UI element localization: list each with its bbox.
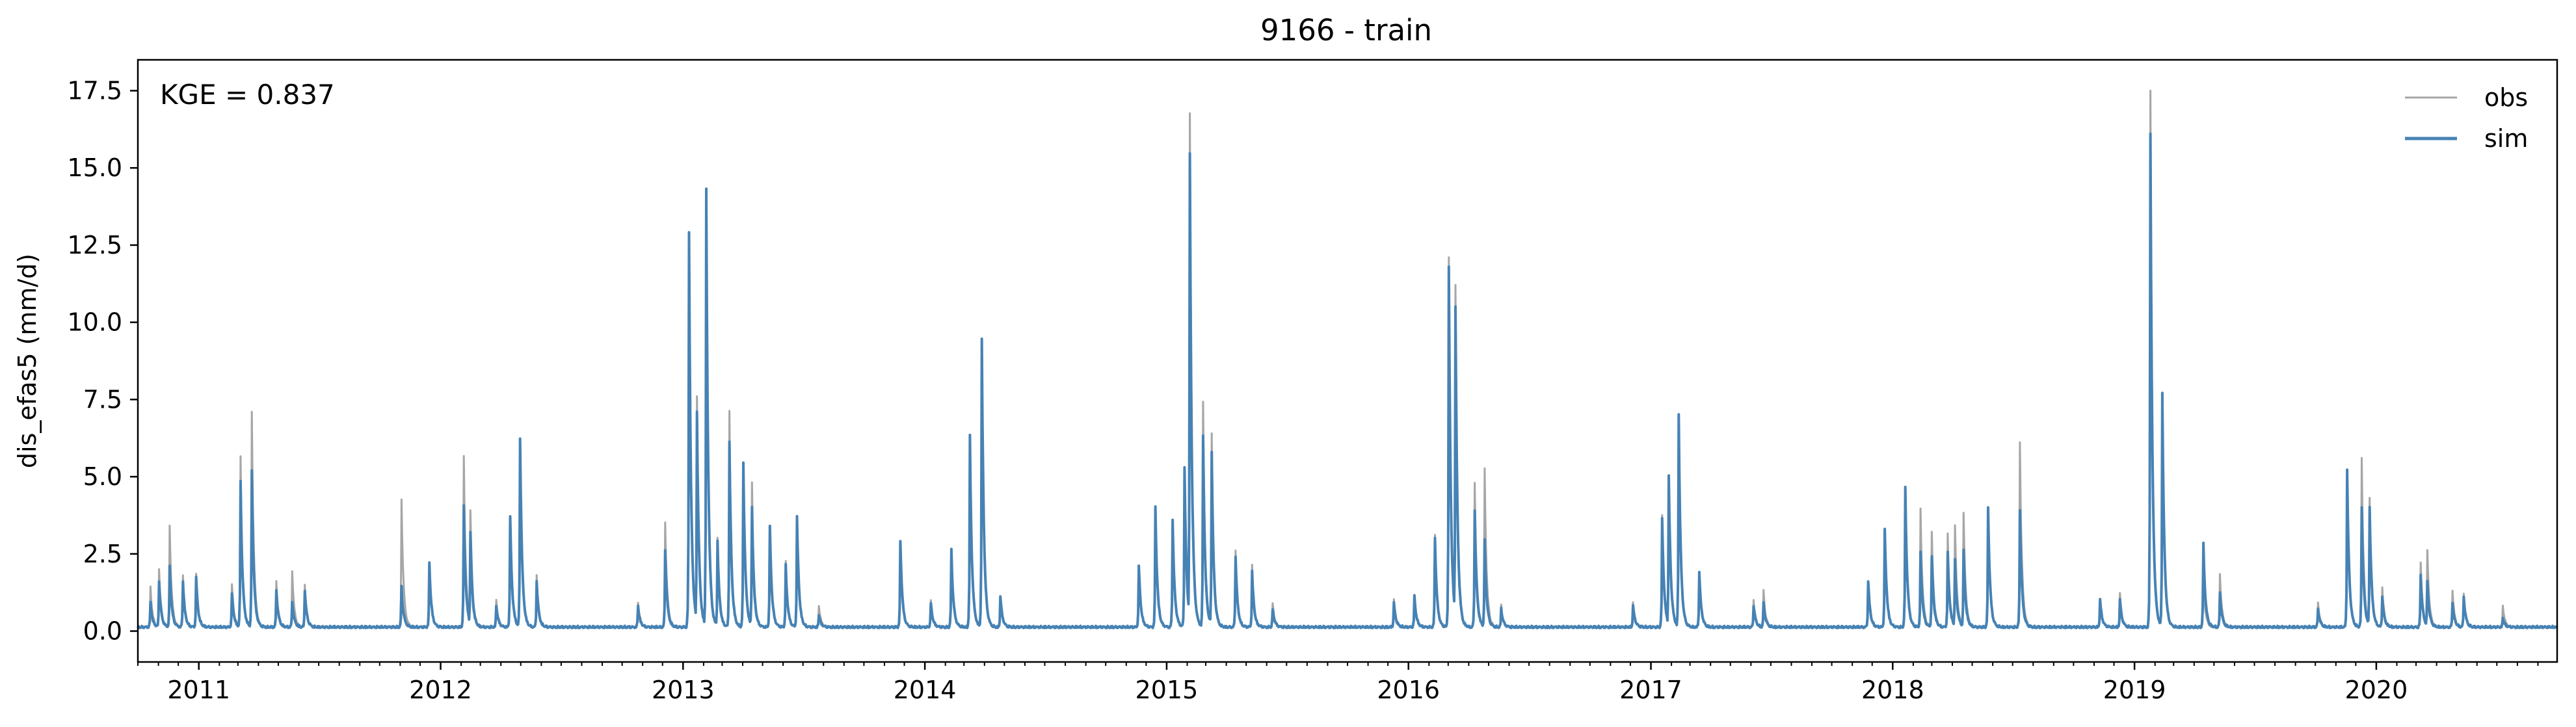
- y-tick-label: 5.0: [83, 462, 122, 491]
- x-tick-label: 2017: [1619, 676, 1682, 704]
- y-tick-label: 0.0: [83, 617, 122, 646]
- y-tick-label: 10.0: [67, 308, 122, 337]
- x-tick-label: 2016: [1377, 676, 1440, 704]
- legend: obs sim: [2405, 83, 2528, 153]
- y-tick-label: 17.5: [67, 76, 122, 105]
- y-tick-label: 15.0: [67, 153, 122, 182]
- x-tick-label: 2011: [167, 676, 230, 704]
- x-tick-label: 2019: [2103, 676, 2166, 704]
- x-tick-label: 2012: [409, 676, 472, 704]
- series-layer: [137, 89, 2558, 629]
- x-tick-label: 2015: [1135, 676, 1199, 704]
- axes-layer: 0.0 2.5 5.0 7.5 10.0 12.5 15.0 17.5 2011 2012 2013…: [67, 59, 2558, 704]
- series-line-sim: [137, 132, 2558, 629]
- kge-annotation: KGE = 0.837: [160, 79, 335, 111]
- y-tick-label: 12.5: [67, 231, 122, 259]
- y-axis-label: dis_efas5 (mm/d): [13, 254, 42, 468]
- x-tick-label: 2013: [652, 676, 715, 704]
- x-tick-label: 2014: [894, 676, 957, 704]
- y-tick-label: 7.5: [83, 385, 122, 414]
- y-tick-label: 2.5: [83, 540, 122, 568]
- x-tick-label: 2018: [1861, 676, 1924, 704]
- legend-sim-label: sim: [2484, 124, 2528, 153]
- chart-title: 9166 - train: [1260, 13, 1432, 47]
- x-tick-label: 2020: [2345, 676, 2408, 704]
- legend-obs-label: obs: [2484, 83, 2528, 112]
